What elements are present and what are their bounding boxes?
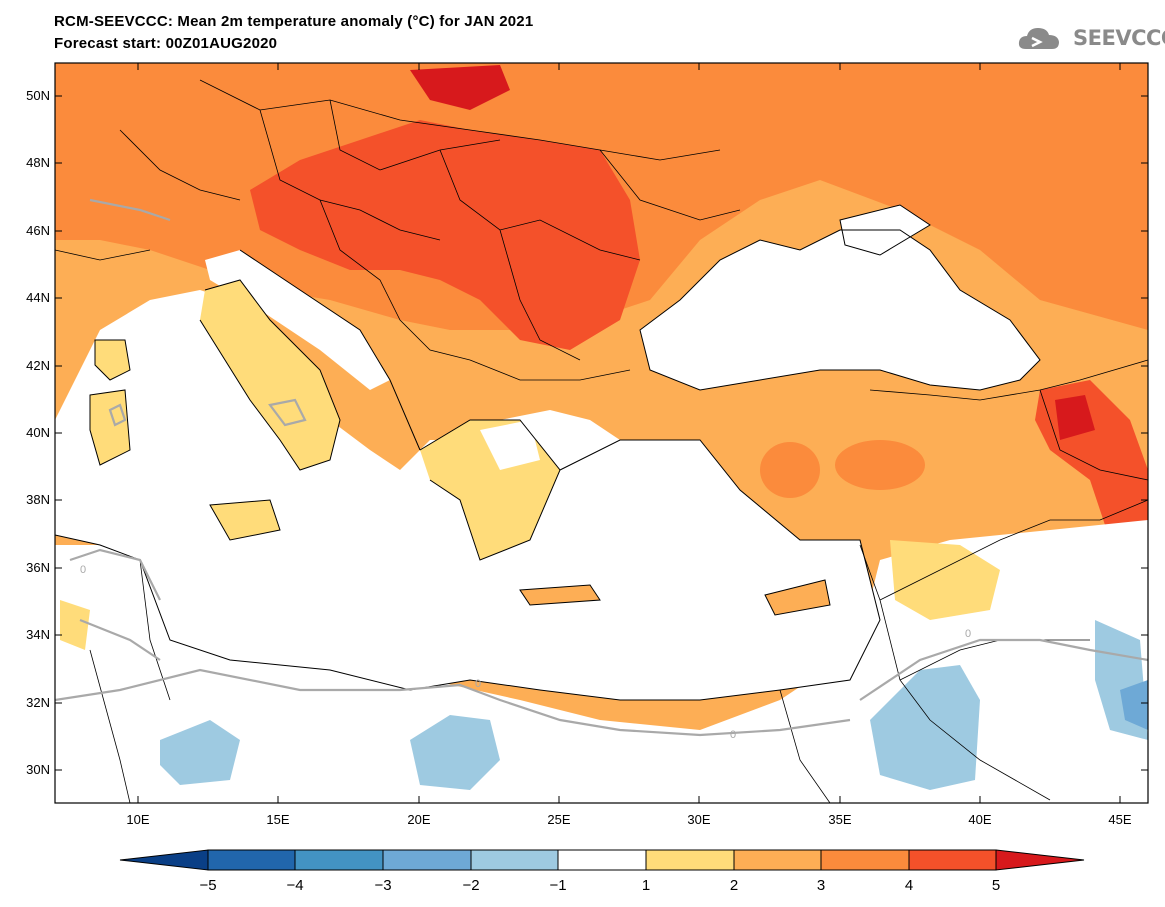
colorbar-bin	[294, 849, 384, 871]
lon-label: 10E	[126, 812, 150, 827]
lat-label: 38N	[26, 492, 50, 507]
lon-label: 25E	[547, 812, 571, 827]
lat-label: 36N	[26, 560, 50, 575]
lat-label: 40N	[26, 425, 50, 440]
colorbar-bin	[995, 849, 1085, 871]
field-1-2-tunisia	[60, 600, 90, 650]
crete-land	[520, 585, 600, 605]
cloud-logo-icon	[1018, 28, 1059, 49]
colorbar-tick: −3	[374, 877, 392, 894]
colorbar-tick: 2	[729, 877, 739, 894]
lat-label: 48N	[26, 155, 50, 170]
colorbar-tick: −2	[462, 877, 480, 894]
lon-label: 15E	[266, 812, 290, 827]
colorbar-tick: −5	[199, 877, 217, 894]
forecast-start: Forecast start: 00Z01AUG2020	[54, 35, 278, 52]
contour-label: 0	[475, 678, 481, 690]
contour-label: 0	[965, 628, 971, 640]
colorbar-tick: 3	[816, 877, 826, 894]
lon-label: 35E	[828, 812, 852, 827]
italy-land	[200, 280, 340, 470]
field-3-4-anatolia	[835, 440, 925, 490]
country-borders	[55, 79, 1148, 803]
black-sea	[640, 230, 1040, 390]
cyprus-land	[765, 580, 830, 615]
field-gt5-north	[410, 65, 510, 110]
field-neg-libya	[160, 720, 240, 785]
field-1-2-syria	[890, 540, 1000, 620]
lat-label: 32N	[26, 695, 50, 710]
lon-label: 40E	[968, 812, 992, 827]
aegean-sea	[480, 420, 540, 470]
zero-contours	[55, 198, 1148, 737]
colorbar-bin	[207, 849, 296, 871]
lon-label: 30E	[687, 812, 711, 827]
lon-ticks	[137, 63, 1121, 803]
field-neg-arabia	[870, 665, 980, 790]
colorbar	[119, 849, 1085, 871]
lon-label: 20E	[407, 812, 431, 827]
field-3-4-anatolia-west	[760, 442, 820, 498]
sicily-land	[210, 500, 280, 540]
colorbar-tick: −4	[286, 877, 304, 894]
sardinia-land	[90, 390, 130, 465]
field-neg2-iran	[1120, 680, 1148, 730]
lat-label: 30N	[26, 762, 50, 777]
colorbar-bin	[470, 849, 559, 871]
colorbar-bin	[908, 849, 997, 871]
colorbar-bin	[557, 849, 647, 871]
field-4-5	[250, 120, 640, 350]
lat-ticks	[55, 95, 1148, 771]
lon-label: 45E	[1108, 812, 1132, 827]
contour-label: 0	[730, 729, 736, 741]
logo-text: SEEVCCC	[1073, 26, 1165, 50]
field-neg-egypt-west	[410, 715, 500, 790]
lat-label: 46N	[26, 223, 50, 238]
contour-label: 0	[80, 564, 86, 576]
colorbar-tick: 5	[991, 877, 1001, 894]
adriatic-sea	[205, 250, 390, 390]
colorbar-bin	[733, 849, 822, 871]
colorbar-tick: −1	[549, 877, 567, 894]
coastlines	[55, 204, 1041, 701]
lat-label: 42N	[26, 358, 50, 373]
field-gt5-caucasus	[1055, 395, 1095, 440]
corsica-land	[95, 340, 130, 380]
colorbar-tick: 4	[904, 877, 914, 894]
colorbar-tick: 1	[641, 877, 651, 894]
colorbar-bin	[820, 849, 910, 871]
colorbar-bin	[645, 849, 735, 871]
lat-label: 34N	[26, 627, 50, 642]
lat-label: 50N	[26, 88, 50, 103]
lat-label: 44N	[26, 290, 50, 305]
colorbar-bin	[382, 849, 472, 871]
map-title: RCM-SEEVCCC: Mean 2m temperature anomaly…	[54, 13, 534, 30]
colorbar-bin	[119, 849, 209, 871]
